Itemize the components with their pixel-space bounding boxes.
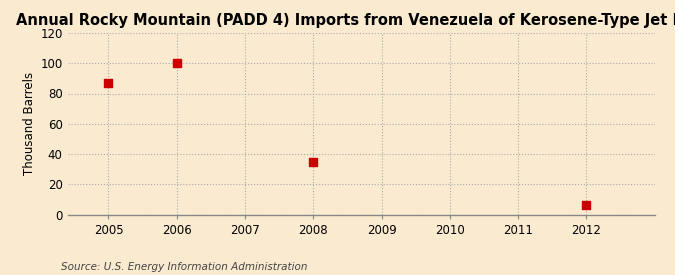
Title: Annual Rocky Mountain (PADD 4) Imports from Venezuela of Kerosene-Type Jet Fuel: Annual Rocky Mountain (PADD 4) Imports f…	[16, 13, 675, 28]
Point	[171, 61, 182, 65]
Point	[103, 81, 114, 85]
Point	[308, 160, 319, 164]
Y-axis label: Thousand Barrels: Thousand Barrels	[23, 72, 36, 175]
Point	[581, 203, 592, 208]
Text: Source: U.S. Energy Information Administration: Source: U.S. Energy Information Administ…	[61, 262, 307, 272]
